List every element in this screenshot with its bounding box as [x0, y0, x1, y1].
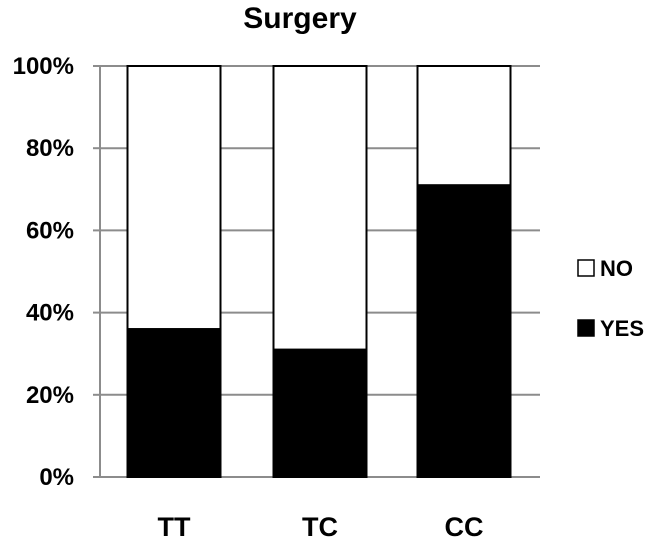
legend: NO YES — [577, 256, 644, 341]
chart-title: Surgery — [243, 2, 357, 35]
legend-swatch-yes — [577, 319, 595, 337]
bar-tc-yes — [272, 348, 368, 478]
legend-label-yes: YES — [600, 316, 644, 341]
legend-swatch-no — [577, 259, 595, 277]
bar-cc-yes — [416, 184, 512, 478]
y-tick-label: 0% — [39, 464, 74, 491]
y-tick-labels: 0% 20% 40% 60% 80% 100% — [13, 53, 74, 491]
x-tick-labels: TT TC CC — [158, 512, 484, 541]
y-tick-label: 60% — [26, 217, 74, 244]
x-tick-label-cc: CC — [445, 512, 484, 541]
y-tick-label: 80% — [26, 135, 74, 162]
y-tick-label: 20% — [26, 382, 74, 409]
y-tick-label: 40% — [26, 300, 74, 327]
bar-tt-yes — [126, 328, 222, 479]
bar-tc-no — [272, 65, 368, 351]
bar-cc-no — [416, 65, 512, 187]
x-tick-label-tt: TT — [158, 512, 191, 541]
bars — [126, 65, 512, 479]
legend-label-no: NO — [600, 256, 633, 281]
y-tick-label: 100% — [13, 53, 74, 80]
x-tick-label-tc: TC — [302, 512, 338, 541]
bar-tt-no — [126, 65, 222, 331]
